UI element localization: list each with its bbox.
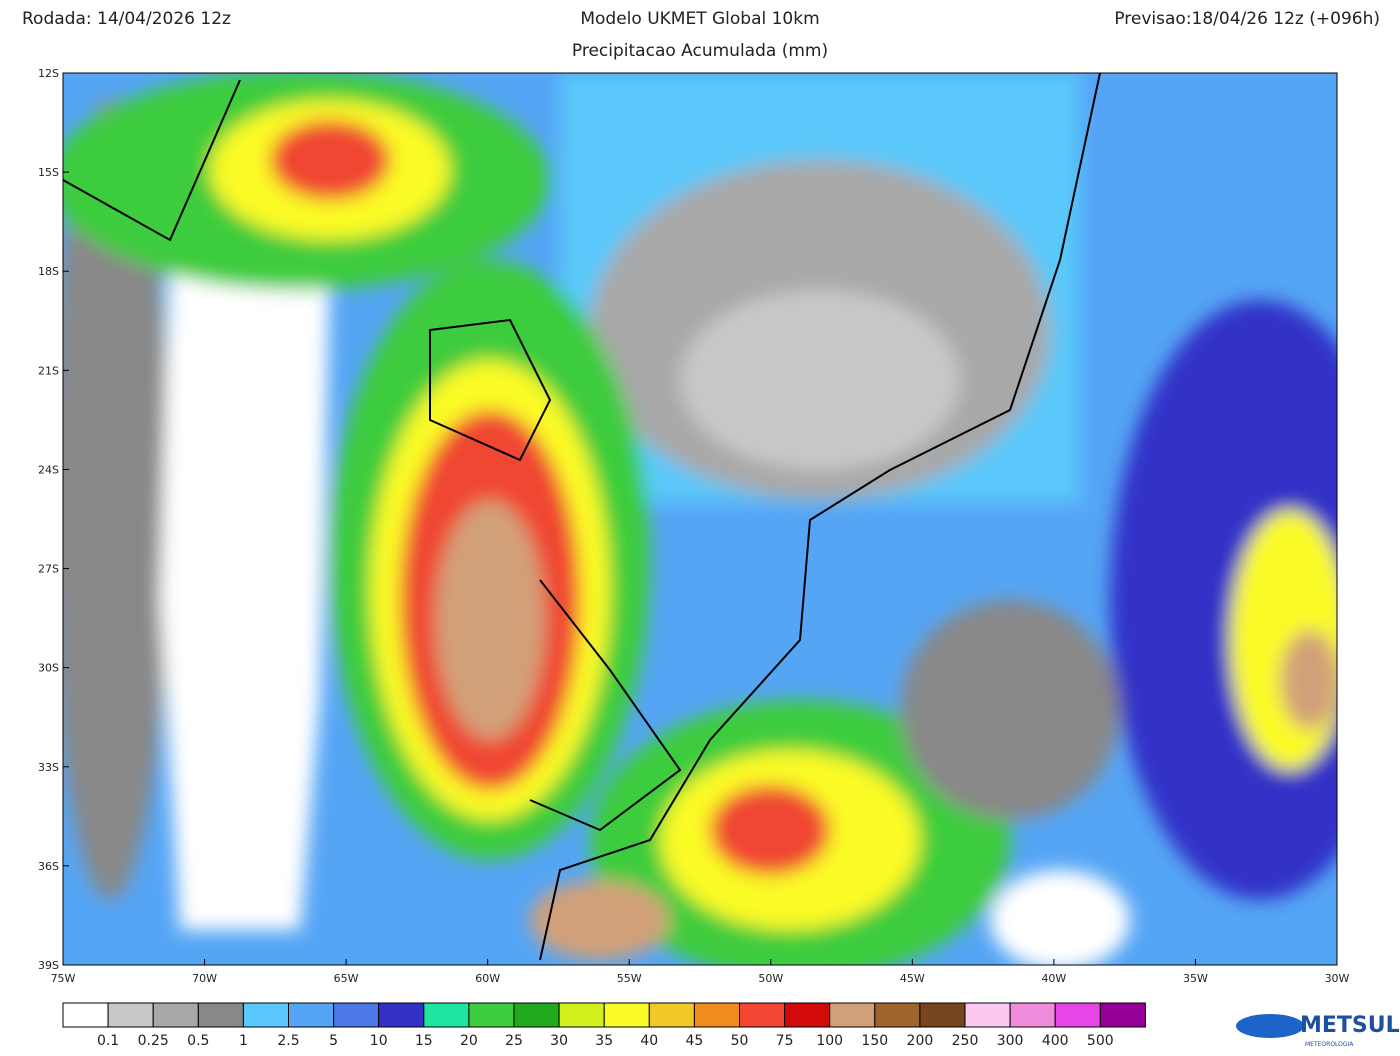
legend-swatch	[874, 1002, 921, 1028]
legend-swatch	[558, 1002, 605, 1028]
lat-label: 18S	[38, 265, 59, 278]
legend-swatch	[197, 1002, 244, 1028]
lon-label: 60W	[475, 972, 500, 985]
legend-swatch	[288, 1002, 335, 1028]
legend-label: 100	[816, 1033, 843, 1049]
lon-label: 55W	[617, 972, 642, 985]
lat-label: 39S	[38, 959, 59, 972]
legend-swatch	[423, 1002, 470, 1028]
lat-label: 12S	[38, 67, 59, 80]
legend-label: 1	[239, 1033, 248, 1049]
title: Modelo UKMET Global 10km	[580, 9, 819, 29]
legend-swatch	[152, 1002, 199, 1028]
forecast-time: Previsao:18/04/26 12z (+096h)	[1114, 9, 1380, 29]
legend-swatch	[242, 1002, 289, 1028]
legend-label: 75	[776, 1033, 794, 1049]
legend-swatch	[1009, 1002, 1056, 1028]
legend-label: 15	[415, 1033, 433, 1049]
legend-label: 250	[952, 1033, 979, 1049]
legend-label: 45	[685, 1033, 703, 1049]
legend-label: 50	[731, 1033, 749, 1049]
lat-label: 27S	[38, 563, 59, 576]
lat-label: 36S	[38, 860, 59, 873]
lat-label: 15S	[38, 166, 59, 179]
legend-swatch	[107, 1002, 154, 1028]
lon-label: 45W	[900, 972, 925, 985]
legend-swatch	[1054, 1002, 1101, 1028]
lon-label: 50W	[758, 972, 783, 985]
lon-label: 35W	[1183, 972, 1208, 985]
map-frame	[62, 72, 1338, 966]
legend-label: 20	[460, 1033, 478, 1049]
legend-swatch	[964, 1002, 1011, 1028]
legend-label: 400	[1042, 1033, 1069, 1049]
legend-swatch	[378, 1002, 425, 1028]
legend-label: 30	[550, 1033, 568, 1049]
legend-swatch	[648, 1002, 695, 1028]
lon-label: 75W	[51, 972, 76, 985]
lon-label: 30W	[1325, 972, 1350, 985]
lat-label: 24S	[38, 463, 59, 476]
legend-label: 40	[640, 1033, 658, 1049]
logo-tagline: METEOROLOGIA	[1305, 1041, 1354, 1048]
legend-swatch	[919, 1002, 966, 1028]
subtitle: Precipitacao Acumulada (mm)	[572, 41, 828, 61]
lon-label: 40W	[1041, 972, 1066, 985]
legend-swatch	[603, 1002, 650, 1028]
logo: METSUL METEOROLOGIA	[1236, 1013, 1400, 1048]
legend-label: 25	[505, 1033, 523, 1049]
lat-label: 21S	[38, 364, 59, 377]
lat-label: 30S	[38, 662, 59, 675]
legend-label: 150	[861, 1033, 888, 1049]
legend-label: 0.1	[97, 1033, 119, 1049]
legend-swatch	[333, 1002, 380, 1028]
legend-label: 2.5	[277, 1033, 299, 1049]
legend-swatch	[468, 1002, 515, 1028]
precip-field	[63, 73, 1337, 965]
logo-name: METSUL	[1300, 1013, 1400, 1038]
legend-swatch	[693, 1002, 741, 1028]
lon-label: 70W	[192, 972, 217, 985]
legend-swatch	[62, 1002, 109, 1028]
run-time: Rodada: 14/04/2026 12z	[22, 9, 231, 29]
legend-label: 10	[370, 1033, 388, 1049]
lon-label: 65W	[334, 972, 359, 985]
legend-swatch	[513, 1002, 560, 1028]
legend-label: 500	[1087, 1033, 1114, 1049]
legend-swatch	[829, 1002, 876, 1028]
legend-label: 200	[907, 1033, 934, 1049]
legend-swatch	[739, 1002, 786, 1028]
legend-swatch	[784, 1002, 831, 1028]
legend-label: 35	[595, 1033, 613, 1049]
lat-label: 33S	[38, 761, 59, 774]
legend-label: 0.25	[138, 1033, 169, 1049]
legend-label: 5	[329, 1033, 338, 1049]
legend-label: 0.5	[187, 1033, 209, 1049]
legend-swatch	[1099, 1002, 1146, 1028]
legend-label: 300	[997, 1033, 1024, 1049]
